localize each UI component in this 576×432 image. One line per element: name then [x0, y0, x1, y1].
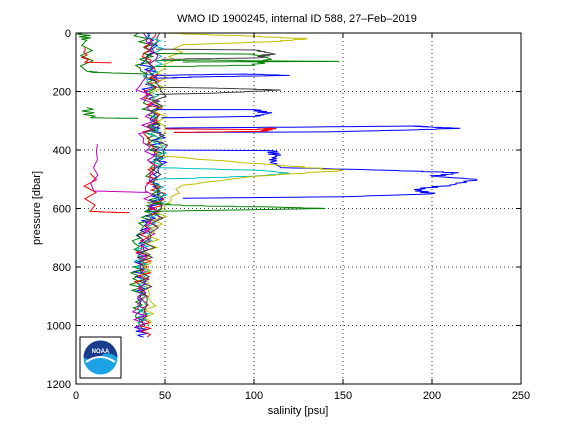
profile-series-line — [156, 86, 281, 95]
profile-series-line — [156, 53, 272, 68]
y-tick-label: 600 — [53, 204, 71, 216]
x-tick-label: 150 — [334, 390, 352, 402]
profile-series-line — [81, 107, 139, 119]
logo-text: NOAA — [92, 349, 110, 355]
logo-wave — [85, 356, 116, 363]
profile-series-line — [80, 47, 112, 64]
profile-series-line — [147, 149, 478, 199]
profile-series-line — [83, 173, 130, 214]
y-tick-label: 1000 — [47, 321, 71, 333]
x-tick-label: 50 — [159, 390, 171, 402]
noaa-logo: NOAA — [79, 336, 122, 379]
logo-top — [83, 340, 118, 360]
profile-series-line — [156, 48, 276, 60]
y-tick-label: 0 — [65, 28, 71, 40]
y-tick-label: 800 — [53, 262, 71, 274]
y-tick-label: 200 — [53, 87, 71, 99]
profile-series-line — [147, 202, 326, 212]
y-axis-label: pressure [dbar] — [31, 171, 43, 245]
y-tick-label: 1200 — [47, 379, 71, 391]
series-layer — [77, 32, 478, 338]
profile-series-line — [77, 32, 148, 75]
profile-series-line — [131, 32, 162, 332]
profile-series-line — [156, 59, 340, 63]
profile-series-line — [164, 127, 277, 133]
y-tick-label: 400 — [53, 145, 71, 157]
x-tick-label: 250 — [512, 390, 530, 402]
grid-lines — [76, 33, 521, 384]
y-axis-ticks: 0 200 400 600 800 1000 1200 — [47, 28, 521, 391]
profile-series-line — [140, 32, 344, 326]
x-tick-label: 100 — [245, 390, 263, 402]
x-axis-ticks: 0 50 100 150 200 250 — [73, 33, 530, 402]
profile-series-line — [164, 125, 461, 133]
profile-series-line — [156, 109, 273, 119]
x-tick-label: 0 — [73, 390, 79, 402]
profile-series-line — [90, 144, 148, 193]
profile-series-line — [138, 32, 169, 326]
plot-area — [75, 32, 522, 385]
profile-series-line — [156, 73, 290, 79]
x-tick-label: 200 — [423, 390, 441, 402]
chart-title: WMO ID 1900245, internal ID 588, 27–Feb–… — [177, 13, 417, 25]
x-axis-label: salinity [psu] — [268, 405, 329, 417]
